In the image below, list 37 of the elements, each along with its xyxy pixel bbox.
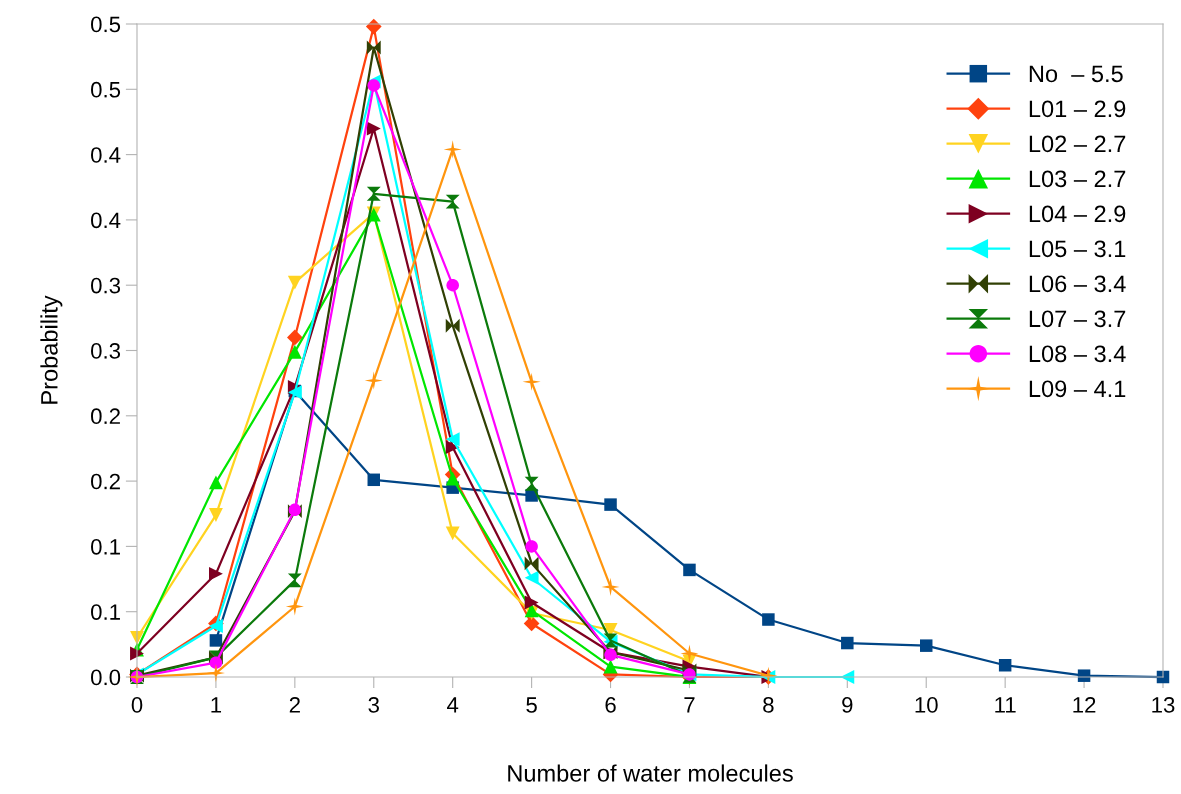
legend-label: L01 – 2.9	[1029, 100, 1126, 118]
x-tick-label: 5	[526, 697, 537, 713]
x-tick-label: 2	[289, 697, 300, 713]
legend-label: No – 5.5	[1029, 65, 1123, 83]
legend-label: L08 – 3.4	[1029, 345, 1126, 363]
x-tick-label: 3	[368, 697, 379, 713]
y-tick-label: 0.2	[91, 408, 120, 425]
y-tick-label: 0.4	[91, 212, 121, 229]
legend-label: L07 – 3.7	[1029, 310, 1126, 328]
x-tick-label: 7	[684, 697, 695, 713]
x-tick-label: 11	[995, 697, 1016, 713]
x-tick-label: 9	[842, 697, 853, 713]
y-axis-title: Probability	[40, 295, 63, 404]
x-tick-label: 1	[211, 697, 222, 713]
y-tick-label: 0.5	[91, 81, 121, 98]
x-tick-label: 12	[1073, 697, 1096, 713]
legend-label: L04 – 2.9	[1029, 205, 1126, 223]
y-tick-label: 0.1	[91, 604, 120, 620]
legend-label: L05 – 3.1	[1029, 240, 1126, 258]
x-tick-label: 0	[131, 697, 143, 713]
x-tick-label: 4	[447, 697, 459, 713]
x-axis-title: Number of water molecules	[508, 764, 793, 782]
y-tick-label: 0.2	[91, 473, 120, 490]
legend-label: L09 – 4.1	[1029, 380, 1126, 398]
legend-label: L02 – 2.7	[1029, 135, 1126, 153]
y-tick-label: 0.0	[91, 669, 121, 686]
x-tick-label: 10	[915, 697, 938, 713]
x-tick-label: 8	[763, 697, 774, 713]
x-tick-label: 6	[605, 697, 616, 713]
y-tick-label: 0.1	[91, 538, 120, 555]
legend-label: L03 – 2.7	[1029, 170, 1126, 188]
y-tick-label: 0.3	[91, 277, 121, 294]
y-tick-label: 0.3	[91, 343, 121, 359]
x-tick-label: 13	[1152, 697, 1175, 713]
legend-label: L06 – 3.4	[1029, 275, 1126, 293]
y-tick-label: 0.4	[91, 147, 121, 163]
y-tick-label: 0.5	[91, 16, 121, 33]
